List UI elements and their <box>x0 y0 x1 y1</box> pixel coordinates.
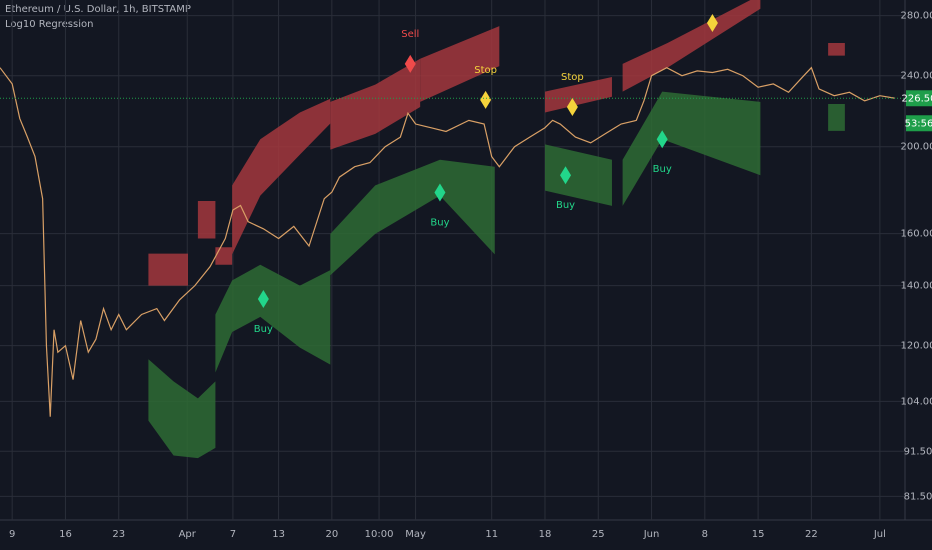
regression-band <box>828 43 845 56</box>
regression-band <box>420 26 500 102</box>
countdown-label: 53:56 <box>905 118 932 129</box>
x-tick-label: 25 <box>592 529 605 540</box>
y-tick-label: 91.50 <box>904 446 932 457</box>
regression-band <box>215 264 331 373</box>
signal-label: Buy <box>653 164 672 175</box>
x-tick-label: 16 <box>59 529 72 540</box>
regression-band <box>215 247 233 265</box>
signal-marker <box>480 90 492 109</box>
regression-band <box>232 98 331 255</box>
last-price-tag <box>906 90 932 107</box>
x-tick-label: 9 <box>9 529 15 540</box>
price-line <box>0 66 896 417</box>
signal-marker <box>560 166 572 185</box>
chart-title: Ethereum / U.S. Dollar, 1h, BITSTAMP <box>5 4 191 15</box>
signal-marker <box>706 13 718 32</box>
x-tick-label: 18 <box>539 529 552 540</box>
y-tick-label: 104.00 <box>901 396 932 407</box>
regression-band <box>622 0 761 92</box>
signal-marker <box>404 54 416 73</box>
x-tick-label: 23 <box>112 529 125 540</box>
y-tick-label: 81.50 <box>904 491 932 502</box>
signal-label: Stop <box>561 72 584 83</box>
countdown-tag <box>906 115 932 132</box>
signal-label: Sell <box>401 29 419 40</box>
x-tick-label: Jul <box>873 529 886 540</box>
regression-band <box>330 58 421 150</box>
y-tick-label: 140.00 <box>901 281 932 292</box>
regression-band <box>148 359 216 459</box>
x-tick-label: 15 <box>752 529 765 540</box>
signal-label: Stop <box>474 65 497 76</box>
x-tick-label: Apr <box>179 529 197 540</box>
y-tick-label: 160.00 <box>901 229 932 240</box>
x-tick-label: 8 <box>702 529 708 540</box>
signal-marker <box>434 183 446 202</box>
signal-label: Buy <box>254 324 273 335</box>
regression-band <box>544 77 612 113</box>
y-tick-label: 240.00 <box>901 71 932 82</box>
x-tick-label: 22 <box>805 529 818 540</box>
signal-label: Buy <box>556 200 575 211</box>
regression-band <box>330 159 495 276</box>
y-tick-label: 120.00 <box>901 341 932 352</box>
regression-band <box>197 200 216 239</box>
signal-marker <box>257 289 269 308</box>
x-tick-label: May <box>405 529 426 540</box>
x-tick-label: 20 <box>325 529 338 540</box>
x-tick-label: 13 <box>272 529 285 540</box>
regression-band <box>828 103 845 131</box>
regression-band <box>622 91 761 206</box>
x-tick-label: 7 <box>230 529 236 540</box>
x-tick-label: Jun <box>643 529 660 540</box>
last-price-label: 226.50 <box>902 93 932 104</box>
regression-band <box>544 144 612 206</box>
y-tick-label: 200.00 <box>901 142 932 153</box>
x-tick-label: 11 <box>485 529 498 540</box>
signal-label: Buy <box>430 218 449 229</box>
indicator-name: Log10 Regression <box>5 19 93 30</box>
y-tick-label: 280.00 <box>901 11 932 22</box>
x-tick-label: 10:00 <box>365 529 394 540</box>
signal-marker <box>656 130 668 149</box>
signal-marker <box>566 97 578 116</box>
regression-band <box>148 253 189 286</box>
